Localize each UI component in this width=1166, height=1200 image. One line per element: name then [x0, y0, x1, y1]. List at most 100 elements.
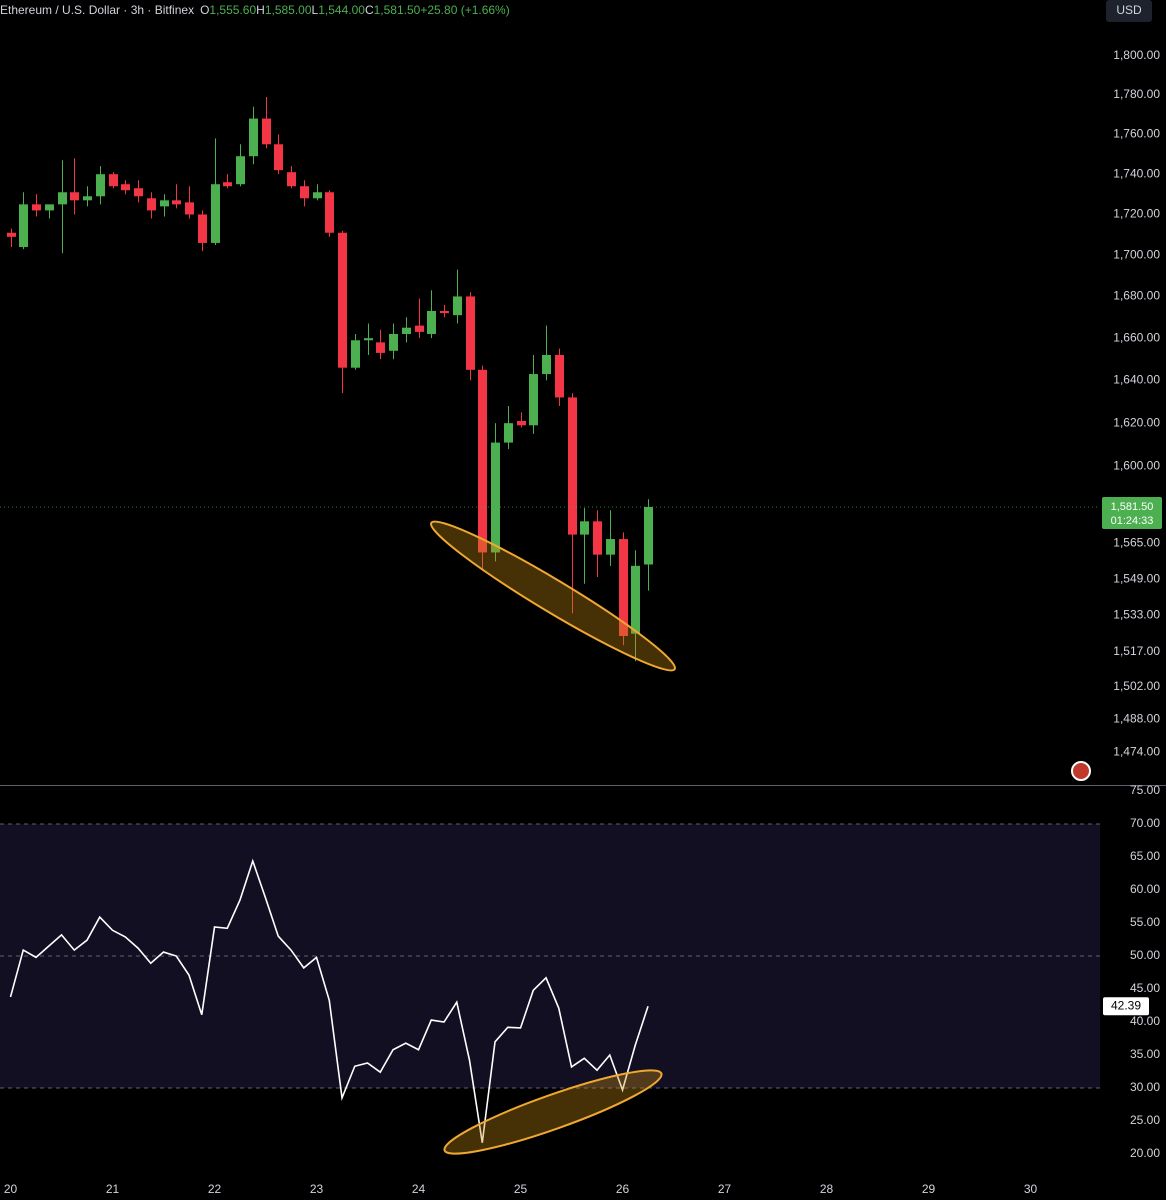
currency-label[interactable]: USD	[1116, 3, 1142, 17]
ohlc-key: L	[311, 3, 319, 17]
candle-body	[134, 188, 143, 197]
timezone-icon[interactable]	[1071, 761, 1091, 781]
y-tick-label: 1,720.00	[1113, 207, 1160, 221]
y-tick-label: 1,620.00	[1113, 415, 1160, 429]
y-tick-label: 25.00	[1130, 1113, 1160, 1127]
candle-body	[58, 192, 67, 205]
candle-body	[262, 118, 271, 145]
candle-body	[580, 521, 589, 535]
candle-body	[32, 204, 41, 211]
annotation-ellipse	[430, 520, 676, 672]
y-tick-label: 1,565.00	[1113, 536, 1160, 550]
candle-body	[147, 198, 156, 211]
ohlc-value: 1,581.50	[373, 3, 421, 17]
candle-body	[619, 539, 628, 636]
candle-body	[351, 340, 360, 368]
y-tick-label: 45.00	[1130, 981, 1160, 995]
y-tick-label: 1,740.00	[1113, 166, 1160, 180]
candle-body	[172, 200, 181, 205]
candle-body	[109, 174, 118, 187]
y-tick-label: 1,533.00	[1113, 608, 1160, 622]
y-tick-label: 1,660.00	[1113, 330, 1160, 344]
rsi-band	[0, 824, 1100, 1089]
candle-body	[517, 421, 526, 426]
y-tick-label: 1,700.00	[1113, 247, 1160, 261]
candle-body	[83, 196, 92, 201]
candle-body	[274, 144, 283, 171]
candle-body	[236, 156, 245, 185]
x-tick-label: 22	[208, 1182, 222, 1196]
x-tick-label: 21	[106, 1182, 120, 1196]
candle-body	[300, 186, 309, 199]
x-tick-label: 27	[718, 1182, 732, 1196]
ohlc-key: H	[256, 3, 265, 17]
currency-button[interactable]	[1106, 0, 1152, 22]
y-tick-label: 75.00	[1130, 783, 1160, 797]
header: Ethereum / U.S. Dollar · 3h · Bitfinex O1…	[0, 3, 510, 17]
candle-body	[631, 565, 640, 634]
ohlc-value: 1,544.00	[318, 3, 365, 17]
ohlc-value: 1,555.60	[209, 3, 257, 17]
candle-body	[542, 355, 551, 375]
ohlc-value: 1,585.00	[264, 3, 312, 17]
rsi-line	[9, 858, 649, 1143]
last-price-box	[1102, 496, 1162, 529]
x-tick-label: 26	[616, 1182, 630, 1196]
y-tick-label: 35.00	[1130, 1047, 1160, 1061]
y-tick-label: 1,549.00	[1113, 571, 1160, 585]
candle-body	[211, 184, 220, 243]
candle-body	[402, 327, 411, 334]
change-label: +25.80 (+1.66%)	[420, 3, 510, 17]
y-tick-label: 1,800.00	[1113, 48, 1160, 62]
y-tick-label: 70.00	[1130, 816, 1160, 830]
candle-body	[19, 204, 28, 248]
candle-body	[568, 397, 577, 535]
y-tick-label: 1,640.00	[1113, 373, 1160, 387]
candle-body	[606, 539, 615, 555]
candle-body	[287, 172, 296, 187]
y-tick-label: 1,760.00	[1113, 127, 1160, 141]
y-tick-label: 20.00	[1130, 1146, 1160, 1160]
countdown-label: 01:24:33	[1111, 515, 1154, 527]
x-tick-label: 24	[412, 1182, 426, 1196]
candle-body	[491, 442, 500, 553]
annotation-ellipse	[443, 1069, 663, 1155]
candle-body	[325, 192, 334, 233]
candle-body	[121, 184, 130, 191]
candle-body	[313, 192, 322, 199]
candle-body	[529, 374, 538, 426]
x-tick-label: 20	[4, 1182, 18, 1196]
x-tick-label: 23	[310, 1182, 324, 1196]
candle-body	[223, 182, 232, 187]
candle-body	[555, 355, 564, 398]
candle-body	[338, 232, 347, 368]
ohlc-key: O	[200, 3, 210, 17]
candle-body	[504, 423, 513, 443]
y-tick-label: 1,474.00	[1113, 744, 1160, 758]
candle-body	[389, 333, 398, 351]
y-tick-label: 1,517.00	[1113, 644, 1160, 658]
candle-body	[427, 310, 436, 334]
y-tick-label: 50.00	[1130, 948, 1160, 962]
last-price-label: 1,581.50	[1111, 501, 1154, 513]
x-tick-label: 28	[820, 1182, 834, 1196]
candle-body	[644, 506, 653, 565]
y-tick-label: 30.00	[1130, 1080, 1160, 1094]
candle-body	[70, 192, 79, 201]
symbol-title: Ethereum / U.S. Dollar · 3h · Bitfinex	[0, 3, 195, 17]
candle-body	[160, 200, 169, 207]
rsi-value-label: 42.39	[1111, 998, 1141, 1012]
candle-body	[198, 214, 207, 243]
x-tick-label: 25	[514, 1182, 528, 1196]
candle-body	[478, 369, 487, 553]
candle-body	[453, 296, 462, 316]
y-tick-label: 1,680.00	[1113, 289, 1160, 303]
candle-body	[7, 232, 16, 237]
candle-body	[593, 521, 602, 555]
candle-body	[96, 174, 105, 197]
candle-body	[376, 342, 385, 353]
marks	[0, 96, 1100, 1143]
y-tick-label: 55.00	[1130, 915, 1160, 929]
x-tick-label: 30	[1024, 1182, 1038, 1196]
